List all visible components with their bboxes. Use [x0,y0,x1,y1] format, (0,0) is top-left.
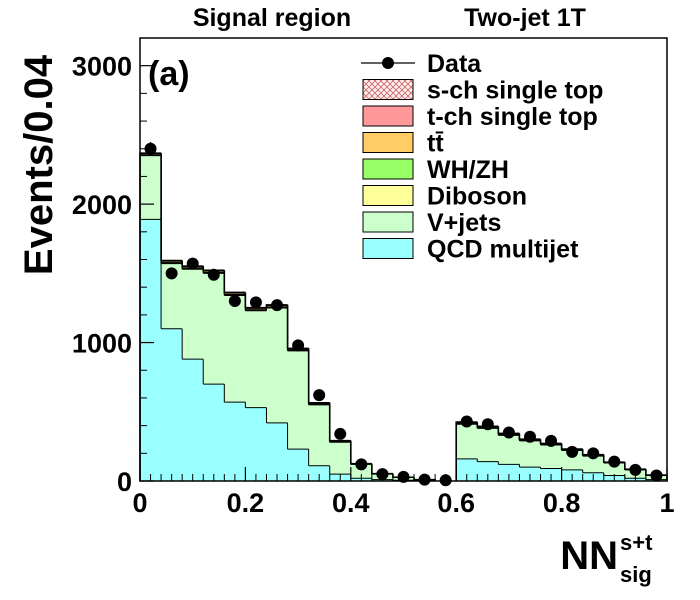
bar-tt-bin-4 [224,293,246,295]
bar-qcd-multijet-bin-3 [203,384,225,481]
bar-qcd-multijet-bin-2 [182,359,204,481]
legend-label-qcd-multijet: QCD multijet [427,236,579,264]
bar-qcd-multijet-bin-4 [224,402,246,481]
data-point-15 [460,415,473,428]
header-signal-region: Signal region [193,4,351,32]
data-point-20 [566,445,579,458]
bar-v-jets-bin-7 [287,350,309,450]
bar-qcd-multijet-bin-1 [161,328,183,481]
legend-data-marker [382,57,394,69]
panel-label: (a) [148,55,190,93]
x-tick-label-0: 0 [132,488,147,518]
bar-v-jets-bin-22 [603,463,625,476]
legend-swatch-t-ch-single-top [362,105,414,127]
x-tick-label-5: 1 [659,488,674,518]
data-point-8 [313,389,326,402]
bar-v-jets-bin-4 [224,295,246,403]
y-tick-labels: 0 1000 2000 3000 [72,52,132,497]
data-point-5 [249,296,262,309]
y-tick-label-0: 0 [117,467,132,497]
legend-swatch-wh-zh [362,158,414,180]
data-point-23 [629,463,642,476]
data-point-17 [502,426,515,439]
legend-label-s-ch-single-top: s-ch single top [427,77,603,105]
bar-v-jets-bin-17 [498,435,520,465]
legend-label-t-ch-single-top: t-ch single top [427,103,598,131]
y-tick-label-2: 2000 [72,190,132,220]
bar-v-jets-bin-9 [329,442,351,475]
bar-v-jets-bin-8 [308,404,330,466]
x-axis-label-main: NN [560,534,618,578]
x-tick-label-3: 0.6 [437,488,475,518]
data-point-22 [608,455,621,468]
bar-v-jets-bin-18 [519,440,541,468]
bar-qcd-multijet-bin-16 [477,461,499,481]
bar-qcd-multijet-bin-8 [308,465,330,481]
bar-v-jets-bin-2 [182,269,204,360]
x-tick-label-2: 0.4 [332,488,370,518]
legend-swatch-s-ch-single-top [362,79,414,100]
x-axis-label-subscript: sig [620,562,652,587]
data-point-3 [207,268,220,281]
bar-qcd-multijet-bin-17 [498,464,520,481]
data-point-7 [292,339,305,352]
data-point-18 [523,430,536,443]
legend-label-tt: tt̄ [427,129,444,157]
bar-tt-bin-5 [245,308,267,310]
x-axis-label-superscript: s+t [620,530,653,555]
bar-qcd-multijet-bin-0 [140,219,162,481]
legend-swatch-qcd-multijet [362,238,414,259]
bar-v-jets-bin-3 [203,273,225,385]
data-point-2 [186,257,199,270]
legend-label-wh-zh: WH/ZH [427,156,509,184]
x-tick-labels: 0 0.2 0.4 0.6 0.8 1 [132,488,674,518]
bar-qcd-multijet-bin-15 [456,458,478,481]
legend-swatch-diboson [362,185,414,206]
bar-v-jets-bin-1 [161,263,183,329]
bar-v-jets-bin-6 [266,307,288,423]
data-point-9 [334,427,347,440]
data-point-19 [545,434,558,447]
bar-v-jets-bin-21 [582,456,604,473]
bar-v-jets-bin-10 [350,464,372,479]
data-point-0 [144,142,157,155]
legend-swatch-tt [362,132,414,153]
bar-tt-bin-1 [161,261,183,263]
bar-qcd-multijet-bin-5 [245,407,267,481]
legend-label-data: Data [427,50,482,78]
bar-v-jets-bin-0 [140,155,162,220]
y-tick-label-1: 1000 [72,329,132,359]
axis-ticks [139,37,668,482]
legend-swatch-v-jets [362,211,414,233]
data-point-6 [271,299,284,312]
legend-label-v-jets: V+jets [427,209,501,237]
data-point-16 [481,418,494,431]
bar-qcd-multijet-bin-7 [287,449,309,481]
bar-qcd-multijet-bin-6 [266,422,288,481]
bar-v-jets-bin-5 [245,310,267,408]
legend-label-diboson: Diboson [427,183,527,211]
bar-v-jets-bin-15 [456,424,478,459]
bar-v-jets-bin-20 [561,450,583,470]
x-tick-label-4: 0.8 [543,488,581,518]
x-tick-label-1: 0.2 [227,488,265,518]
header-two-jet-1t: Two-jet 1T [464,4,586,32]
data-point-1 [165,267,178,280]
data-points-layer [144,141,663,487]
y-axis-label: Events/0.04 [17,54,61,275]
y-tick-label-3: 3000 [72,52,132,82]
data-point-4 [228,295,241,308]
bar-v-jets-bin-19 [540,445,562,469]
bar-v-jets-bin-16 [477,428,499,462]
data-point-10 [355,458,368,471]
data-point-21 [587,447,600,460]
stack-layer [140,153,667,481]
